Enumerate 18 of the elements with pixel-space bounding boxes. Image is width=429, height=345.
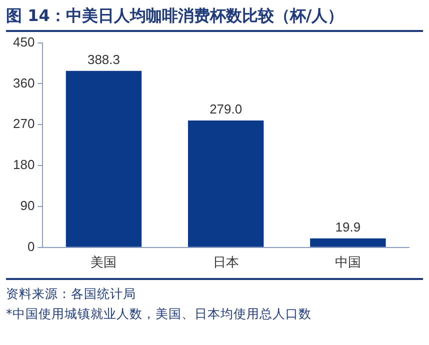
y-tick-label: 180 [12,157,35,172]
x-tick-label: 美国 [90,254,117,271]
y-tick-label: 360 [12,75,35,90]
text: 资料来源：各国统计局 [6,285,137,303]
y-tick-label: 450 [12,34,35,50]
y-tick-label: 270 [12,116,35,132]
data-label: 279.0 [210,102,242,117]
x-tick-label: 中国 [334,256,361,271]
bar [188,120,264,247]
x-tick-label: 日本 [212,256,239,271]
y-tick-label: 0 [27,238,35,254]
bar [310,238,386,247]
data-label: 388.3 [87,52,120,67]
data-label: 19.9 [335,219,361,234]
text: *中国使用城镇就业人数，美国、日本均使用总人口数 [6,305,312,323]
bar [66,70,142,247]
chart-title: 图 14：中美日人均咖啡消费杯数比较（杯/人） [5,5,345,27]
y-tick-label: 90 [20,198,35,214]
